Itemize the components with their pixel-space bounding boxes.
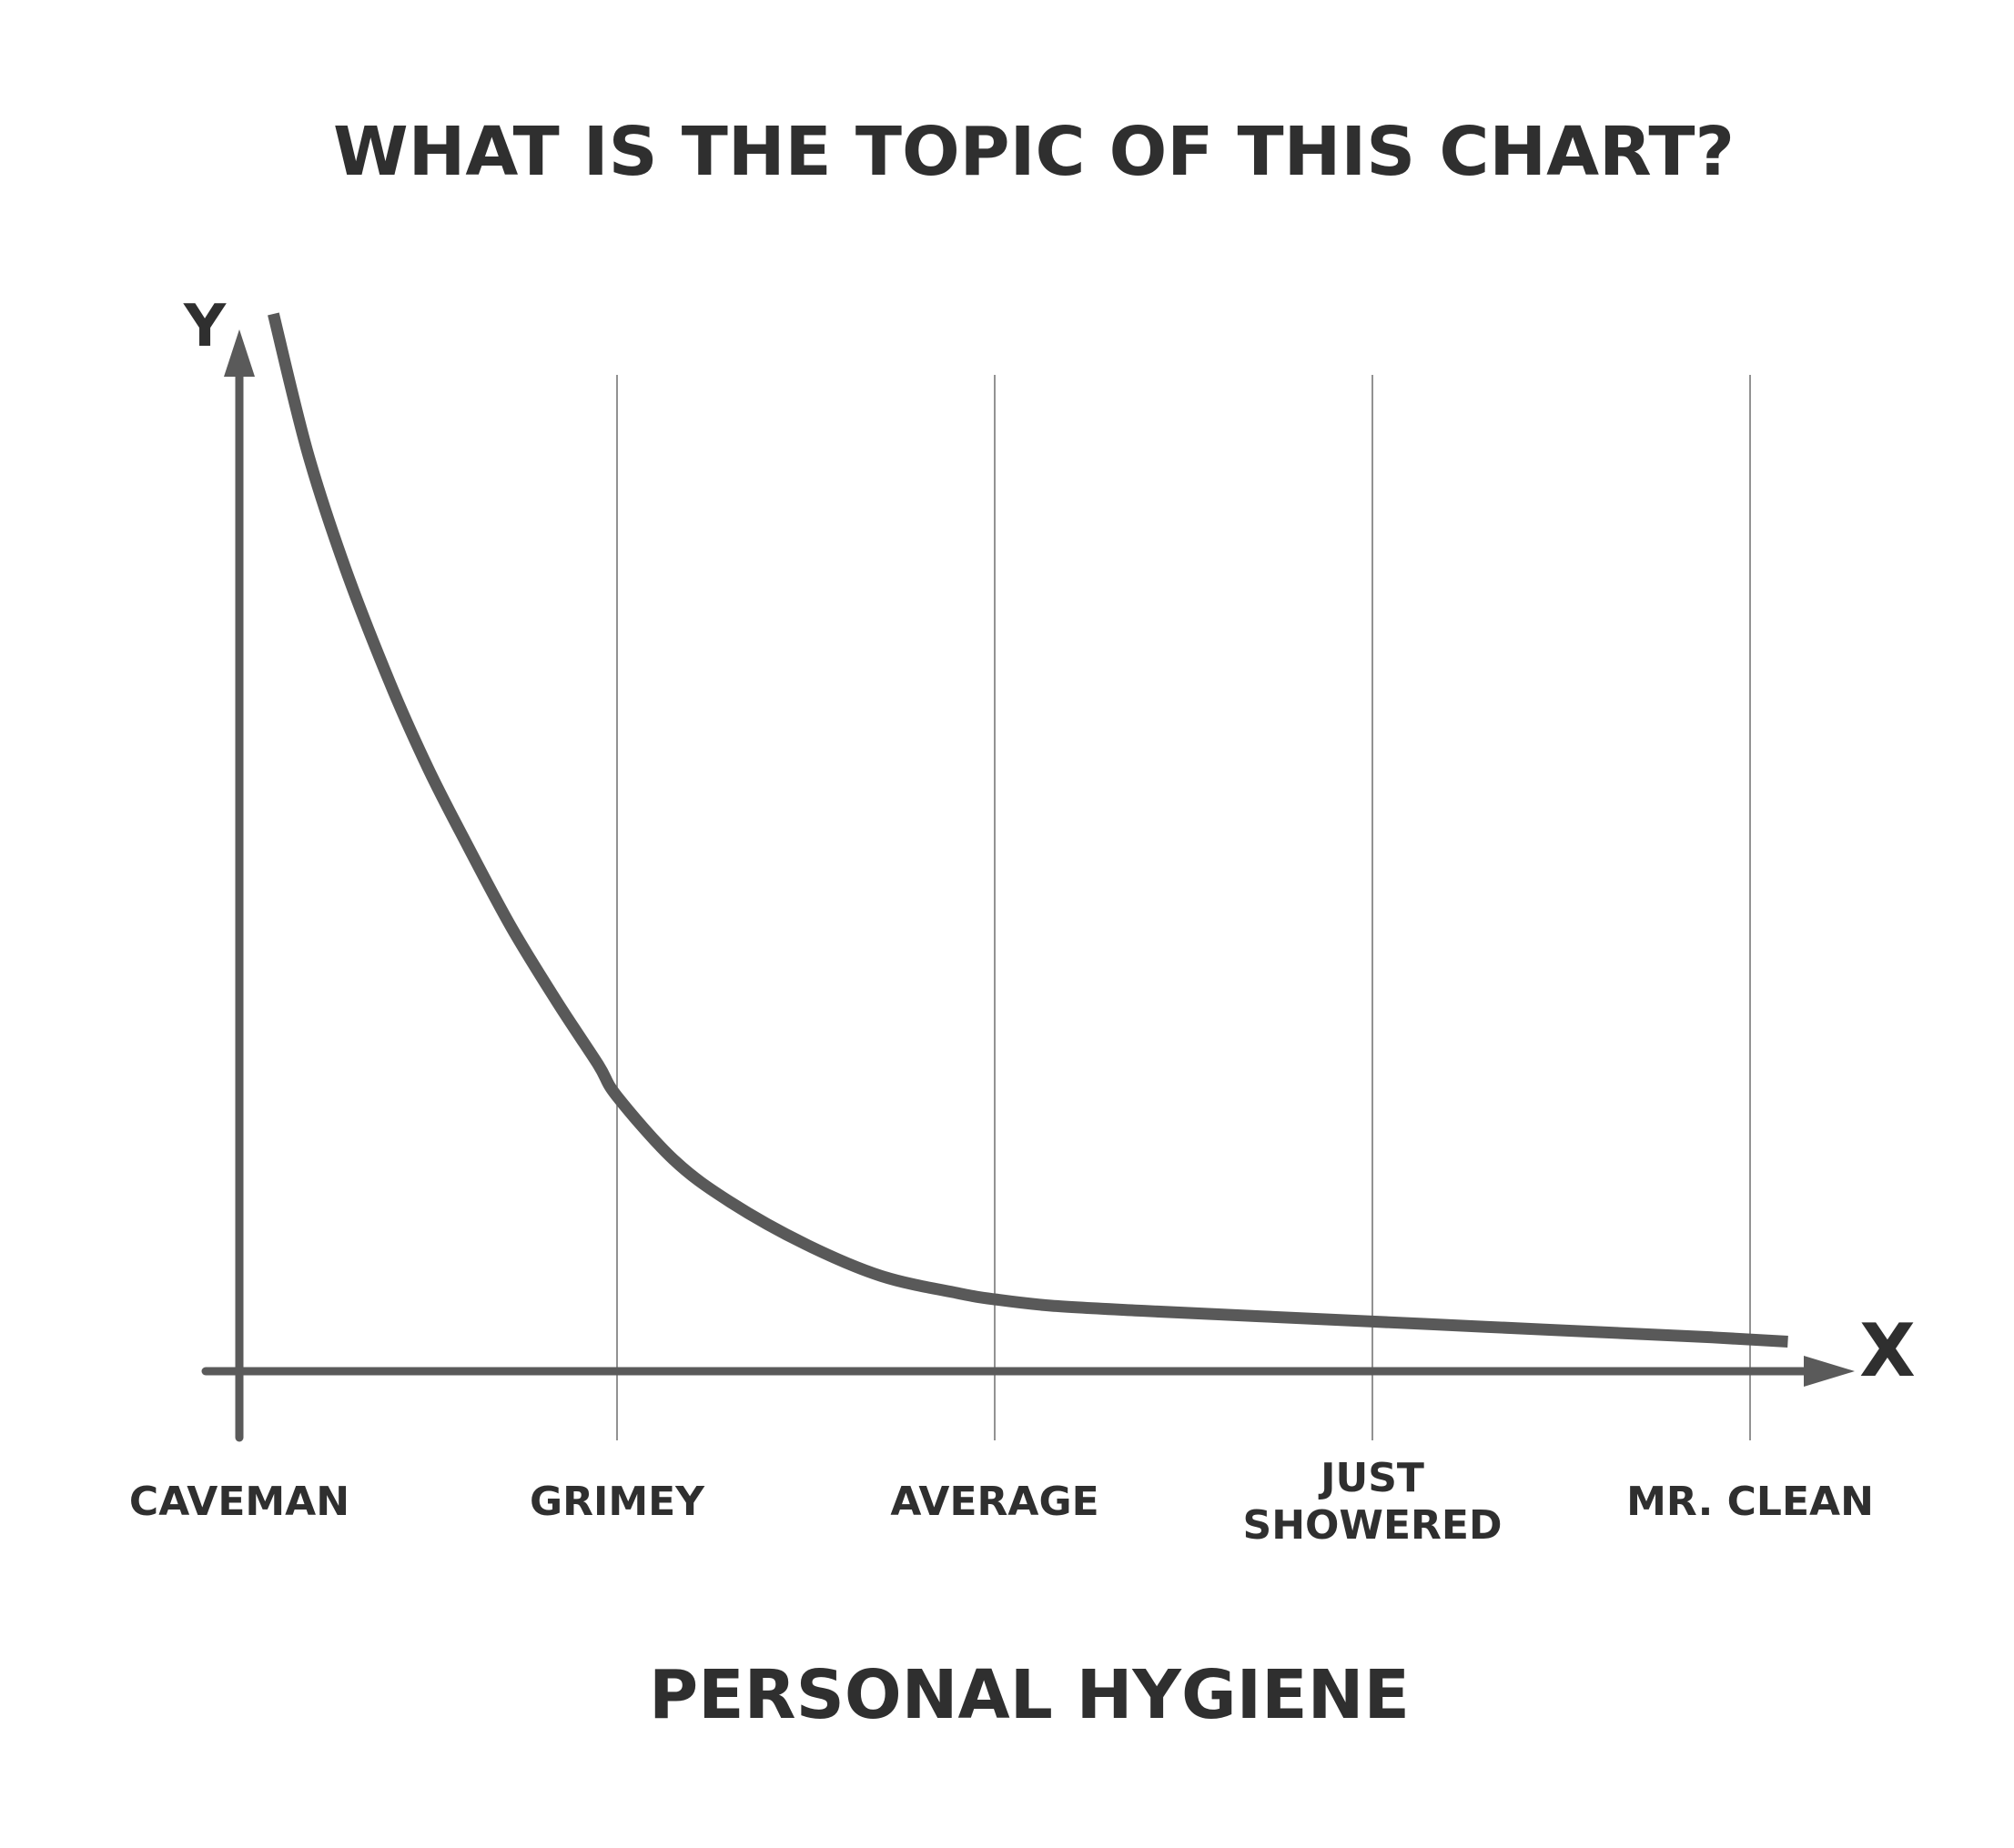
chart-title: WHAT IS THE TOPIC OF THIS CHART?	[333, 113, 1735, 191]
x-tick-label: GRIMEY	[530, 1479, 705, 1525]
series-line	[268, 312, 1788, 1348]
x-tick-label: MR. CLEAN	[1626, 1479, 1874, 1525]
grid-lines	[616, 375, 1751, 1440]
x-axis-arrow	[1804, 1356, 1855, 1387]
y-axis-arrow	[224, 329, 255, 377]
y-axis-label: Y	[183, 293, 227, 360]
x-tick-labels: CAVEMAN GRIMEY AVERAGE JUST SHOWERED MR. CLEA…	[129, 1455, 1874, 1549]
x-tick-label: AVERAGE	[890, 1479, 1098, 1525]
y-axis: Y	[183, 293, 255, 1442]
x-axis: X	[201, 1308, 1916, 1393]
x-axis-letter: X	[1859, 1308, 1916, 1393]
x-tick-label: CAVEMAN	[129, 1479, 349, 1525]
x-tick-label: JUST SHOWERED	[1243, 1455, 1503, 1549]
x-axis-title: PERSONAL HYGIENE	[649, 1656, 1410, 1734]
